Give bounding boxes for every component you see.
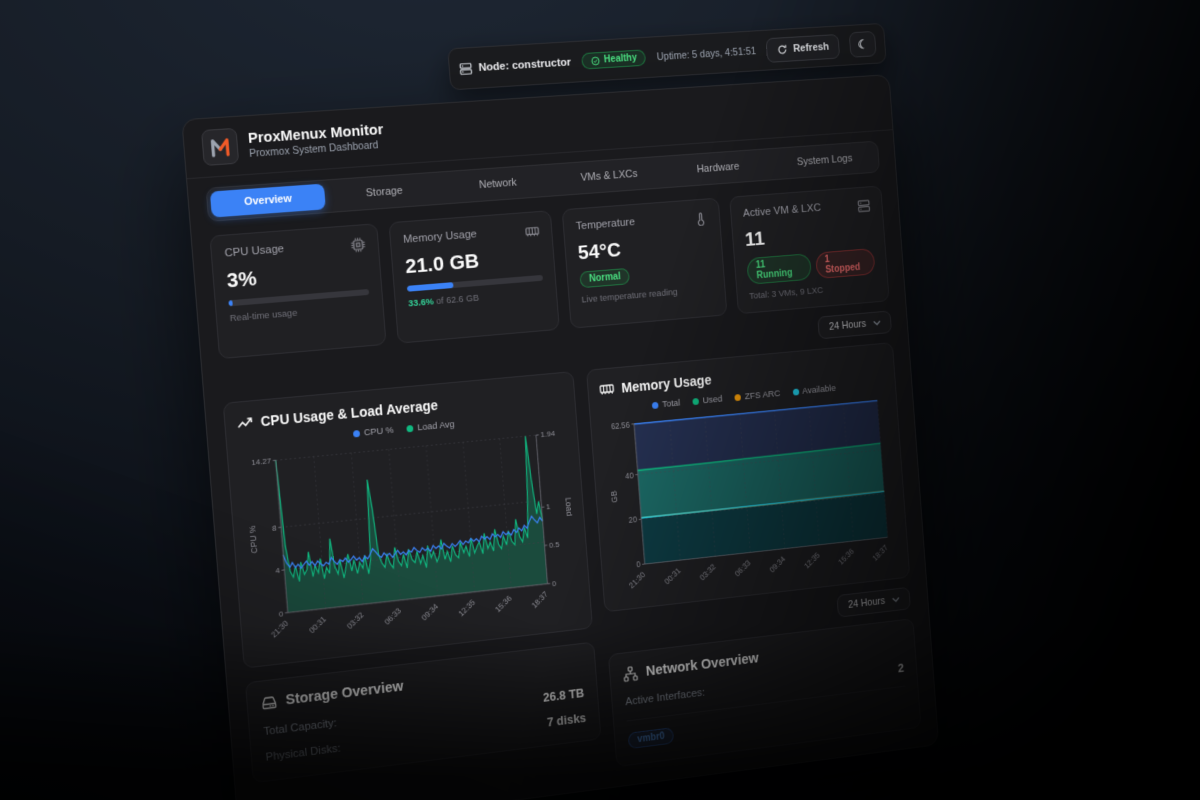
vm-running-badge: 11 Running (746, 253, 813, 285)
storage-disks-value: 7 disks (546, 710, 587, 730)
refresh-icon (777, 43, 788, 55)
svg-text:06:33: 06:33 (383, 606, 403, 627)
vm-stopped-badge: 1 Stopped (815, 248, 876, 280)
memory-icon (599, 381, 615, 398)
refresh-button[interactable]: Refresh (765, 33, 841, 63)
tab-overview[interactable]: Overview (209, 183, 326, 218)
cpu-subtext: Real-time usage (229, 307, 298, 325)
storage-capacity-value: 26.8 TB (542, 686, 585, 705)
svg-text:15:36: 15:36 (494, 594, 514, 614)
chevron-down-icon (892, 597, 900, 603)
dashboard-panel: ProxMenux Monitor Proxmox System Dashboa… (181, 74, 940, 800)
tab-vms-lxcs[interactable]: VMs & LXCs (580, 168, 638, 184)
thermometer-icon (694, 211, 709, 226)
trending-up-icon (237, 414, 254, 431)
cpu-usage-card: CPU Usage 3% Real-time usage (209, 223, 387, 360)
cpu-card-title: CPU Usage (224, 243, 285, 260)
svg-text:1.94: 1.94 (540, 429, 556, 439)
svg-text:12:35: 12:35 (803, 551, 822, 571)
svg-text:21:30: 21:30 (628, 570, 648, 590)
temperature-card: Temperature 54°C Normal Live temperature… (561, 197, 728, 329)
proxmenux-logo (201, 127, 240, 167)
time-range-select-2[interactable]: 24 Hours (836, 587, 911, 618)
memory-card-title: Memory Usage (402, 228, 478, 246)
svg-text:GB: GB (609, 490, 619, 503)
vm-subtext: Total: 3 VMs, 9 LXC (748, 285, 824, 302)
network-title: Network Overview (645, 651, 760, 680)
server-stack-icon (857, 198, 871, 213)
cpu-icon (350, 237, 366, 253)
svg-text:09:34: 09:34 (768, 554, 787, 574)
memory-subtext: 33.6% of 62.6 GB (407, 292, 480, 310)
active-vm-lxc-card: Active VM & LXC 11 11 Running 1 Stopped … (729, 185, 890, 315)
svg-text:06:33: 06:33 (733, 558, 752, 578)
moon-icon: ☾ (857, 36, 869, 52)
svg-text:4: 4 (275, 566, 281, 575)
memory-value: 21.0 GB (404, 249, 480, 279)
temperature-subtext: Live temperature reading (581, 286, 678, 306)
tab-hardware[interactable]: Hardware (696, 160, 740, 176)
svg-text:62.56: 62.56 (611, 420, 631, 430)
svg-text:18:37: 18:37 (530, 590, 550, 610)
svg-text:0: 0 (636, 561, 641, 570)
uptime-text: Uptime: 5 days, 4:51:51 (656, 45, 757, 63)
chevron-down-icon (873, 320, 881, 326)
hard-drive-icon (261, 694, 278, 712)
svg-text:18:37: 18:37 (871, 543, 890, 563)
node-label: Node: constructor (478, 56, 572, 74)
memory-icon (525, 224, 540, 240)
cpu-load-chart-card: CPU Usage & Load Average CPU % Load Avg … (222, 371, 594, 669)
tab-network[interactable]: Network (478, 176, 518, 192)
time-range-select[interactable]: 24 Hours (817, 310, 893, 340)
network-interfaces-count: 2 (897, 661, 905, 676)
memory-usage-card: Memory Usage 21.0 GB 33.6% of 62.6 GB (388, 210, 560, 344)
svg-text:12:35: 12:35 (457, 598, 477, 618)
svg-text:09:34: 09:34 (420, 602, 440, 623)
tab-storage[interactable]: Storage (365, 184, 404, 200)
svg-text:00:31: 00:31 (308, 614, 329, 635)
svg-text:CPU %: CPU % (247, 525, 259, 554)
vm-count-value: 11 (744, 227, 766, 251)
svg-text:40: 40 (625, 471, 634, 481)
svg-text:0: 0 (552, 579, 557, 588)
memory-chart-card: Memory Usage Total Used ZFS ARC Availabl… (586, 342, 911, 613)
svg-text:00:31: 00:31 (663, 566, 682, 586)
interface-badge-vmbr0: vmbr0 (627, 727, 675, 750)
theme-toggle-button[interactable]: ☾ (849, 30, 877, 58)
storage-title: Storage Overview (285, 678, 404, 709)
svg-text:Load: Load (564, 497, 575, 516)
memory-chart-title: Memory Usage (620, 371, 712, 396)
svg-text:20: 20 (628, 516, 637, 526)
svg-text:8: 8 (272, 524, 278, 533)
memory-chart: 0 20 40 62.56 21:30 00:31 03:32 06:33 09:34 12:35… (609, 391, 890, 590)
tab-system-logs[interactable]: System Logs (796, 152, 853, 169)
svg-text:15:36: 15:36 (837, 547, 856, 567)
temperature-status-badge: Normal (579, 267, 631, 289)
vm-card-title: Active VM & LXC (742, 202, 822, 220)
server-icon (458, 61, 472, 75)
svg-text:03:32: 03:32 (345, 610, 366, 631)
cpu-value: 3% (225, 267, 258, 293)
check-circle-icon (591, 55, 601, 65)
svg-text:0: 0 (278, 609, 284, 618)
temperature-value: 54°C (577, 238, 622, 265)
dashboard-board: Node: constructor Healthy Uptime: 5 days… (177, 22, 940, 800)
svg-text:1: 1 (546, 502, 551, 511)
svg-text:03:32: 03:32 (698, 562, 717, 582)
svg-text:0.5: 0.5 (549, 540, 561, 550)
health-badge: Healthy (581, 49, 647, 70)
node-indicator: Node: constructor (458, 55, 571, 75)
cpu-load-chart: 0 4 8 14.27 0 0.5 1 1.94 21:30 00:31 03:32 06:33 09:… (247, 429, 575, 640)
network-icon (623, 666, 639, 683)
storage-overview-card: Storage Overview Total Capacity: 26.8 TB… (244, 641, 602, 784)
temperature-card-title: Temperature (575, 216, 636, 233)
svg-text:21:30: 21:30 (270, 619, 291, 640)
svg-text:14.27: 14.27 (251, 457, 272, 468)
